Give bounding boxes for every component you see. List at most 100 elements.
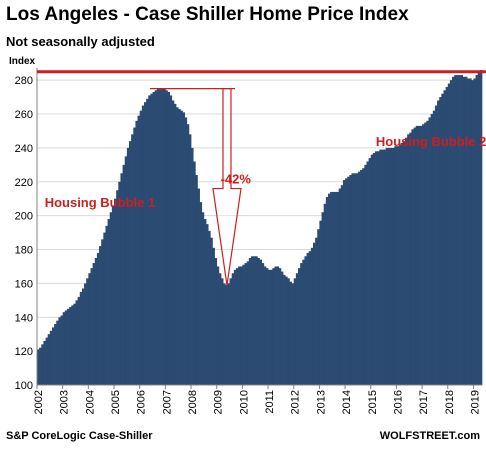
y-axis-label: Index bbox=[9, 56, 36, 67]
bar bbox=[338, 188, 342, 385]
y-tick-label: 180 bbox=[15, 245, 33, 257]
bar bbox=[469, 78, 472, 385]
bar bbox=[355, 173, 359, 385]
bar bbox=[235, 268, 239, 385]
bar bbox=[73, 303, 76, 385]
bar bbox=[270, 269, 273, 385]
bar bbox=[79, 291, 83, 385]
bar bbox=[441, 93, 444, 385]
bar bbox=[131, 134, 134, 385]
bar bbox=[92, 263, 96, 385]
bar bbox=[400, 142, 404, 385]
bar bbox=[298, 268, 301, 385]
bar bbox=[434, 105, 438, 385]
bar bbox=[111, 205, 115, 385]
bar bbox=[60, 315, 64, 385]
x-tick-label: 2003 bbox=[59, 390, 71, 414]
bar bbox=[426, 120, 429, 385]
bar bbox=[197, 188, 200, 385]
bar bbox=[75, 300, 78, 385]
bar bbox=[278, 268, 282, 385]
bar bbox=[283, 274, 286, 385]
bar bbox=[357, 171, 361, 385]
bar bbox=[409, 132, 412, 385]
bar bbox=[242, 264, 245, 385]
bar bbox=[116, 190, 119, 385]
bar bbox=[128, 141, 132, 385]
bar bbox=[317, 229, 320, 385]
bar bbox=[88, 273, 91, 385]
bar bbox=[375, 151, 378, 385]
bar bbox=[43, 340, 46, 385]
bar bbox=[404, 137, 408, 385]
bar bbox=[458, 75, 461, 386]
bar bbox=[257, 257, 260, 385]
bar bbox=[163, 88, 166, 386]
chart-title: Los Angeles - Case Shiller Home Price In… bbox=[6, 4, 409, 25]
y-tick-label: 240 bbox=[15, 143, 33, 155]
x-tick-label: 2012 bbox=[290, 390, 302, 414]
x-tick-label: 2019 bbox=[469, 390, 481, 414]
bar bbox=[342, 180, 346, 385]
y-tick-label: 280 bbox=[15, 75, 33, 87]
drop-arrow bbox=[212, 88, 242, 286]
bar bbox=[161, 88, 164, 386]
bar bbox=[167, 92, 170, 386]
bar bbox=[69, 307, 72, 385]
bar bbox=[248, 257, 252, 385]
bar bbox=[208, 230, 211, 385]
bar bbox=[41, 344, 44, 385]
bar bbox=[176, 107, 179, 386]
bar bbox=[165, 90, 168, 386]
bar bbox=[428, 117, 432, 385]
annotation-label: -42% bbox=[221, 171, 252, 186]
bar bbox=[366, 161, 369, 385]
bar bbox=[137, 115, 141, 386]
bar bbox=[424, 122, 427, 385]
bar bbox=[452, 76, 455, 385]
x-tick-label: 2009 bbox=[213, 390, 225, 414]
bar bbox=[479, 70, 483, 385]
x-tick-label: 2006 bbox=[136, 390, 148, 414]
bar bbox=[182, 112, 185, 385]
bar bbox=[272, 268, 275, 385]
bar bbox=[345, 178, 348, 385]
bar bbox=[449, 80, 453, 386]
bar bbox=[188, 134, 192, 385]
bar bbox=[360, 169, 363, 385]
bar bbox=[306, 252, 310, 385]
bar bbox=[280, 271, 284, 385]
x-tick-label: 2015 bbox=[367, 390, 379, 414]
bar bbox=[364, 164, 367, 385]
bar bbox=[229, 278, 233, 385]
bar bbox=[150, 93, 153, 385]
bar bbox=[347, 176, 350, 385]
bar bbox=[417, 125, 421, 386]
bar bbox=[227, 283, 230, 385]
bar bbox=[201, 212, 205, 385]
x-tick-label: 2004 bbox=[84, 390, 96, 414]
bar bbox=[84, 283, 87, 385]
bar bbox=[62, 312, 66, 385]
bar bbox=[398, 144, 402, 385]
bar bbox=[325, 197, 329, 385]
bar bbox=[210, 237, 213, 385]
bar bbox=[394, 146, 397, 385]
bar bbox=[390, 147, 393, 385]
bar bbox=[250, 256, 254, 385]
bar bbox=[419, 125, 423, 386]
bar bbox=[321, 212, 325, 385]
bar bbox=[327, 193, 331, 385]
bar bbox=[45, 337, 49, 385]
bar bbox=[285, 276, 288, 385]
bar bbox=[456, 75, 459, 386]
bar bbox=[462, 76, 466, 385]
brand-label: WOLFSTREET.com bbox=[379, 430, 480, 442]
bar bbox=[173, 103, 177, 385]
bar bbox=[64, 310, 68, 385]
bar bbox=[107, 219, 111, 385]
bar bbox=[178, 108, 181, 386]
bar bbox=[255, 256, 258, 385]
y-tick-label: 200 bbox=[15, 211, 33, 223]
bar bbox=[90, 268, 93, 385]
